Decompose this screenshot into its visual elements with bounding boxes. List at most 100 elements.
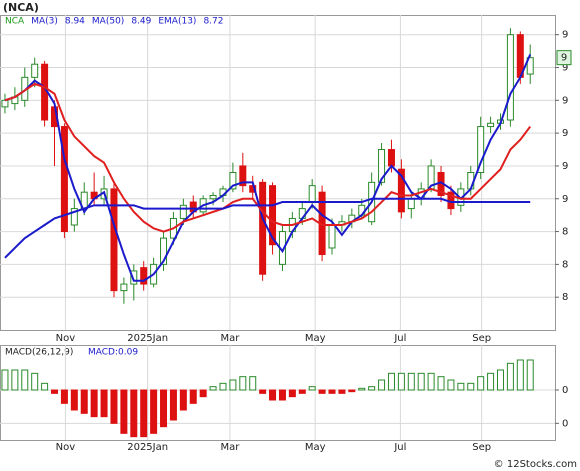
- x-tick-label: 2025Jan: [127, 442, 168, 453]
- macd-bar: [1, 369, 9, 391]
- legend-entry: MA(3): [31, 17, 58, 27]
- macd-value: MACD:0.09: [88, 348, 138, 358]
- indicator-line: [4, 53, 532, 282]
- candle-body: [179, 204, 187, 219]
- candle-body: [1, 99, 9, 108]
- x-tick-label: May: [305, 333, 326, 344]
- y-tick-label: 9: [562, 63, 568, 74]
- candle-body: [60, 126, 68, 233]
- macd-bar: [298, 389, 306, 394]
- candle-body: [407, 198, 415, 210]
- x-tick-label: Nov: [56, 442, 76, 453]
- candle-body: [70, 208, 78, 226]
- macd-bar: [487, 372, 495, 391]
- x-tick-label: 2025Jan: [127, 333, 168, 344]
- macd-bar: [229, 379, 237, 391]
- legend-entry: 8.94: [65, 17, 85, 27]
- macd-bar: [368, 386, 376, 391]
- macd-bar: [239, 376, 247, 391]
- macd-bar: [397, 372, 405, 391]
- macd-bar: [477, 376, 485, 391]
- y-tick-label: 9: [562, 194, 568, 205]
- macd-bar: [358, 387, 366, 391]
- macd-bar: [21, 369, 29, 391]
- x-tick-label: Nov: [56, 333, 76, 344]
- macd-bar: [31, 372, 39, 391]
- candle-body: [130, 270, 138, 285]
- macd-bar: [496, 369, 504, 391]
- x-tick-label: Jul: [393, 333, 406, 344]
- macd-bar: [348, 389, 356, 393]
- macd-bar: [387, 372, 395, 391]
- macd-bar: [130, 389, 138, 438]
- y-tick-label: 9: [562, 95, 568, 106]
- macd-bar: [338, 389, 346, 394]
- legend-entry: MA(50): [92, 17, 124, 27]
- legend-entry: NCA: [5, 17, 25, 27]
- macd-bar: [447, 379, 455, 391]
- watermark: © 12Stocks.com: [494, 459, 577, 470]
- x-tick-label: Jul: [393, 442, 406, 453]
- candle-body: [209, 194, 217, 200]
- candle-body: [328, 224, 336, 249]
- macd-bar: [457, 382, 465, 391]
- macd-title: MACD(26,12,9): [5, 348, 73, 358]
- x-tick-label: Sep: [472, 442, 491, 453]
- last-price-box: [556, 50, 572, 66]
- macd-bar: [328, 389, 336, 394]
- macd-bar: [308, 386, 316, 391]
- macd-bar: [189, 389, 197, 404]
- legend-entry: 8.49: [131, 17, 151, 27]
- y-tick-label: 9: [562, 128, 568, 139]
- y-tick-label: 0: [562, 418, 568, 429]
- macd-bar: [70, 389, 78, 411]
- candle-body: [259, 181, 267, 275]
- indicator-line: [4, 82, 532, 233]
- macd-bar: [506, 362, 514, 391]
- macd-bar: [140, 389, 148, 438]
- candle-body: [239, 165, 247, 187]
- macd-bar: [407, 372, 415, 391]
- legend-entry: EMA(13): [158, 17, 196, 27]
- macd-bar: [269, 389, 277, 401]
- macd-bar: [259, 389, 267, 394]
- x-tick-label: Mar: [220, 442, 240, 453]
- macd-bar: [249, 376, 257, 391]
- macd-bar: [41, 382, 49, 391]
- x-tick-label: Mar: [220, 333, 240, 344]
- macd-bar: [516, 359, 524, 391]
- macd-bar: [219, 382, 227, 391]
- y-tick-label: 0: [562, 385, 568, 396]
- macd-bar: [199, 389, 207, 398]
- x-tick-label: Sep: [472, 333, 491, 344]
- macd-bar: [51, 389, 59, 394]
- candle-body: [387, 149, 395, 167]
- candle-body: [269, 185, 277, 246]
- y-tick-label: 9: [562, 161, 568, 172]
- macd-bar: [378, 379, 386, 391]
- macd-bar: [288, 389, 296, 398]
- candle-body: [378, 149, 386, 183]
- candle-body: [487, 122, 495, 128]
- candle-body: [397, 168, 405, 213]
- candle-body: [160, 237, 168, 265]
- macd-bar: [427, 372, 435, 391]
- candle-body: [477, 126, 485, 173]
- candle-body: [308, 185, 316, 203]
- candle-body: [506, 34, 514, 121]
- chart-title: (NCA): [3, 1, 39, 14]
- macd-bar: [467, 382, 475, 391]
- price-panel: [0, 15, 556, 331]
- macd-panel: [0, 345, 556, 441]
- macd-bar: [100, 389, 108, 418]
- macd-bar: [160, 389, 168, 428]
- candle-body: [526, 57, 534, 75]
- macd-bar: [150, 389, 158, 434]
- legend-entry: 8.72: [203, 17, 223, 27]
- last-price-label: 9: [561, 53, 567, 64]
- y-tick-label: 9: [562, 30, 568, 41]
- macd-bar: [90, 389, 98, 418]
- macd-bar: [60, 389, 68, 404]
- macd-bar: [278, 389, 286, 401]
